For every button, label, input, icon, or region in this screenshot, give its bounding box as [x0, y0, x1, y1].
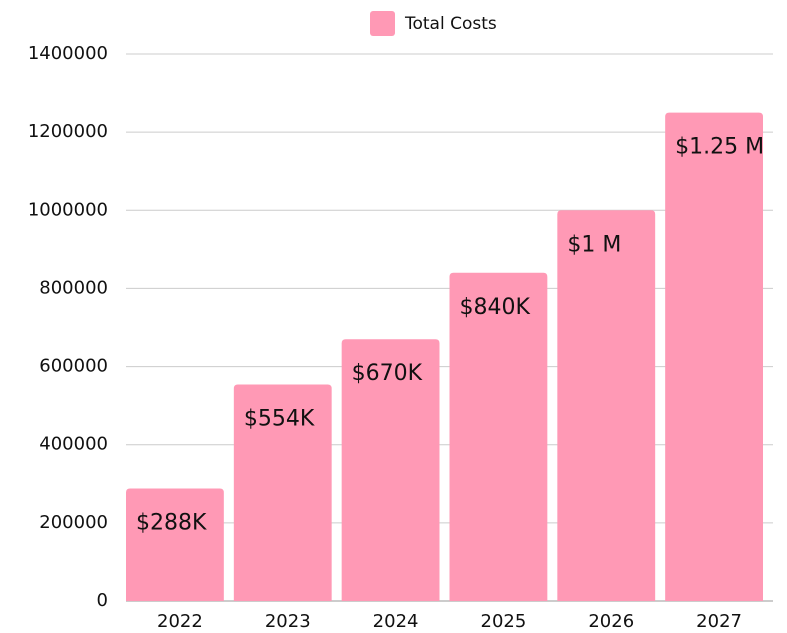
bar — [233, 384, 332, 601]
y-tick-label: 1200000 — [28, 121, 108, 142]
x-tick-label: 2024 — [373, 611, 419, 632]
legend-label: Total Costs — [404, 14, 497, 34]
value-label: $670K — [352, 361, 423, 386]
y-tick-label: 200000 — [39, 512, 108, 533]
y-tick-label: 800000 — [39, 277, 108, 298]
y-tick-label: 1400000 — [28, 43, 108, 64]
y-tick-label: 1000000 — [28, 199, 108, 220]
x-tick-label: 2026 — [588, 611, 634, 632]
value-label: $1.25 M — [675, 135, 764, 160]
bar — [449, 272, 548, 601]
value-label: $288K — [136, 510, 207, 535]
value-label: $554K — [244, 407, 315, 432]
bar — [557, 210, 656, 602]
legend-swatch — [370, 11, 395, 36]
bar — [665, 112, 763, 601]
y-tick-label: 400000 — [39, 434, 108, 455]
x-tick-label: 2023 — [265, 611, 311, 632]
bar — [341, 339, 440, 601]
value-label: $840K — [460, 295, 531, 320]
value-label: $1 M — [567, 232, 621, 257]
y-tick-label: 600000 — [39, 356, 108, 377]
x-tick-label: 2027 — [696, 611, 742, 632]
bar — [126, 488, 224, 601]
y-tick-label: 0 — [97, 590, 108, 611]
x-tick-label: 2025 — [481, 611, 527, 632]
x-tick-label: 2022 — [157, 611, 203, 632]
